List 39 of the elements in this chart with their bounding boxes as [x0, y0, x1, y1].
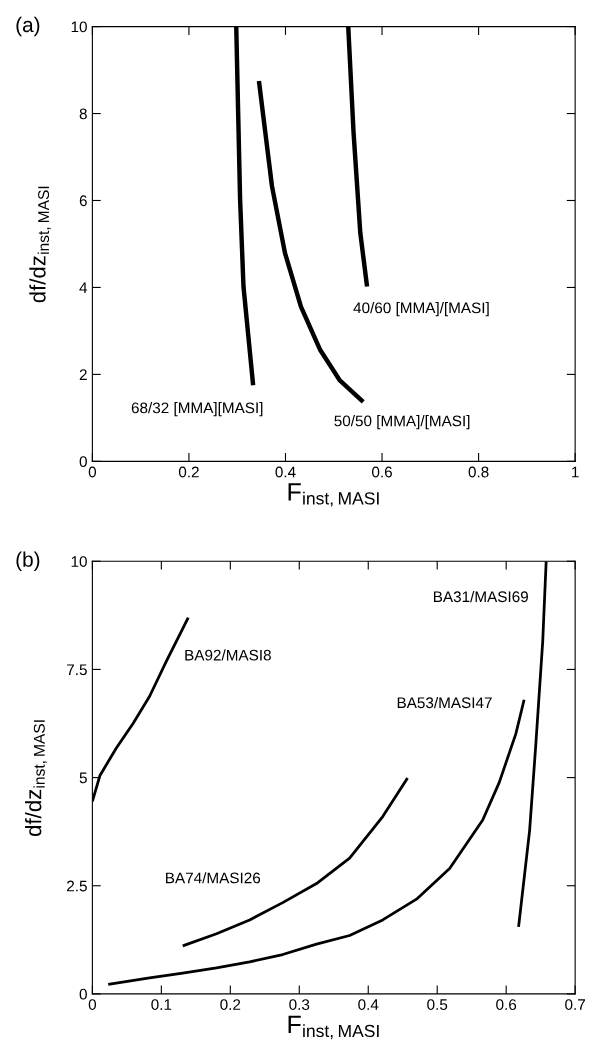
x-tick-label: 0.8 — [468, 466, 489, 478]
y-tick-label: 4 — [79, 282, 88, 293]
y-tick-label: 0 — [79, 988, 87, 1000]
series-label: 40/60 [MMA]/[MASI] — [353, 302, 489, 317]
x-tick-label: 0.2 — [178, 466, 199, 478]
x-tick-label: 1 — [572, 466, 579, 478]
y-axis-title: df/dz$_{inst,MASI}$ — [25, 720, 47, 836]
y-tick-label: 0 — [79, 456, 87, 468]
x-tick-label: 0.2 — [220, 999, 241, 1010]
x-tick-label: 0.1 — [151, 999, 172, 1010]
x-tick-label: 0.7 — [565, 999, 585, 1010]
y-axis-title: df/dz$_{inst,MASI}$ — [29, 186, 51, 303]
series-label: 50/50 [MMA]/[MASI] — [334, 415, 470, 430]
x-tick-label: 0.5 — [427, 999, 448, 1010]
y-tick-label: 5 — [79, 772, 87, 784]
chart-title: (b) — [16, 551, 40, 571]
y-tick-label: 2.5 — [67, 880, 87, 892]
chart-title: (a) — [16, 16, 40, 37]
series-label: BA74/MASI26 — [166, 872, 261, 884]
x-tick-label: 0.6 — [372, 466, 392, 478]
y-tick-label: 10 — [71, 556, 87, 567]
x-tick-label: 0 — [88, 999, 97, 1010]
y-tick-label: 7.5 — [67, 664, 87, 676]
x-tick-label: 0.6 — [496, 999, 517, 1010]
x-tick-label: 0.3 — [289, 999, 310, 1010]
y-tick-label: 2 — [79, 369, 87, 380]
series-label: BA53/MASI47 — [397, 696, 492, 709]
x-tick-label: 0.4 — [358, 999, 379, 1010]
x-axis-title: F$_{inst,MASI}$ — [288, 483, 379, 507]
y-tick-label: 10 — [71, 21, 87, 33]
x-tick-label: 0.4 — [275, 466, 296, 478]
series-label: BA31/MASI69 — [433, 590, 528, 603]
series-label: BA92/MASI8 — [185, 649, 271, 661]
x-tick-label: 0 — [88, 466, 97, 478]
line-series — [106, 698, 526, 986]
x-axis-title: F$_{inst,MASI}$ — [288, 1015, 379, 1040]
y-tick-label: 8 — [79, 108, 87, 120]
series-label: 68/32 [MMA][MASI] — [131, 402, 263, 417]
y-tick-label: 6 — [79, 195, 87, 207]
